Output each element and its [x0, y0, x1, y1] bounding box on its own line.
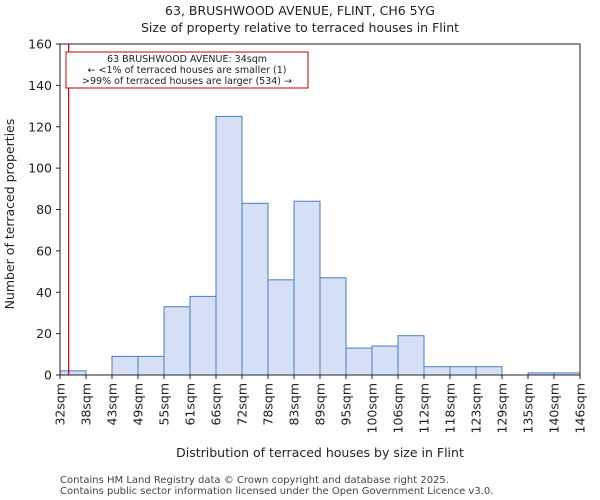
bar-106sqm [397, 335, 425, 376]
annotation-box: 63 BRUSHWOOD AVENUE: 34sqm ← <1% of terr… [65, 51, 309, 89]
chart-title: 63, BRUSHWOOD AVENUE, FLINT, CH6 5YG [165, 3, 435, 18]
bar-100sqm [371, 345, 399, 376]
bar-32sqm [59, 370, 87, 376]
x-axis-label: Distribution of terraced houses by size … [176, 445, 464, 460]
x-tick-label: 49sqm [131, 383, 146, 426]
y-tick-label: 80 [36, 202, 52, 217]
x-tick-label: 100sqm [365, 383, 380, 433]
y-tick-label: 140 [28, 78, 52, 93]
bar-78sqm [267, 279, 295, 376]
x-tick-label: 66sqm [209, 383, 224, 426]
x-tick-label: 55sqm [157, 383, 172, 426]
x-tick-label: 89sqm [313, 383, 328, 426]
bar-123sqm [475, 366, 503, 376]
bar-55sqm [163, 306, 191, 376]
annotation-frame [65, 51, 309, 89]
bar-43sqm [111, 355, 139, 376]
x-tick-label: 83sqm [287, 383, 302, 426]
x-tick-label: 129sqm [495, 383, 510, 433]
x-tick-label: 32sqm [53, 383, 68, 426]
bar-89sqm [319, 277, 347, 376]
x-tick-label: 43sqm [105, 383, 120, 426]
footer-line-2: Contains public sector information licen… [60, 486, 493, 497]
bar-72sqm [241, 202, 269, 376]
x-tick-label: 78sqm [261, 383, 276, 426]
y-tick-label: 100 [28, 161, 52, 176]
x-tick-label: 106sqm [391, 383, 406, 433]
bar-61sqm [189, 295, 217, 376]
x-tick-label: 95sqm [339, 383, 354, 426]
y-axis-label: Number of terraced properties [2, 119, 17, 310]
y-tick-label: 0 [44, 368, 52, 383]
y-tick-label: 20 [36, 326, 52, 341]
tick-group: 0 20 40 60 80 100 120 140 160 32sqm 38sqm 43sqm 49sq… [28, 37, 587, 434]
bar-49sqm [137, 355, 165, 376]
plot-frame [59, 43, 581, 376]
x-tick-label: 135sqm [521, 383, 536, 433]
x-tick-label: 112sqm [417, 383, 432, 433]
y-tick-label: 60 [36, 243, 52, 258]
x-tick-label: 123sqm [469, 383, 484, 433]
x-tick-label: 72sqm [235, 383, 250, 426]
footer-line-1: Contains HM Land Registry data © Crown c… [60, 475, 449, 486]
chart-subtitle: Size of property relative to terraced ho… [141, 20, 459, 35]
bar-group [59, 115, 581, 376]
annotation-line-2: ← <1% of terraced houses are smaller (1) [88, 65, 287, 76]
y-tick-label: 120 [28, 119, 52, 134]
bar-66sqm [215, 115, 243, 376]
bar-83sqm [293, 200, 321, 376]
y-tick-label: 160 [28, 37, 52, 52]
bar-118sqm [449, 366, 477, 376]
annotation-line-1: 63 BRUSHWOOD AVENUE: 34sqm [107, 54, 267, 65]
bar-112sqm [423, 366, 451, 376]
x-tick-label: 38sqm [79, 383, 94, 426]
bar-95sqm [345, 347, 373, 376]
x-tick-label: 140sqm [547, 383, 562, 433]
annotation-line-3: >99% of terraced houses are larger (534)… [82, 76, 292, 87]
x-tick-label: 146sqm [573, 383, 588, 433]
x-tick-label: 61sqm [183, 383, 198, 426]
x-tick-label: 118sqm [443, 383, 458, 433]
y-tick-label: 40 [36, 285, 52, 300]
